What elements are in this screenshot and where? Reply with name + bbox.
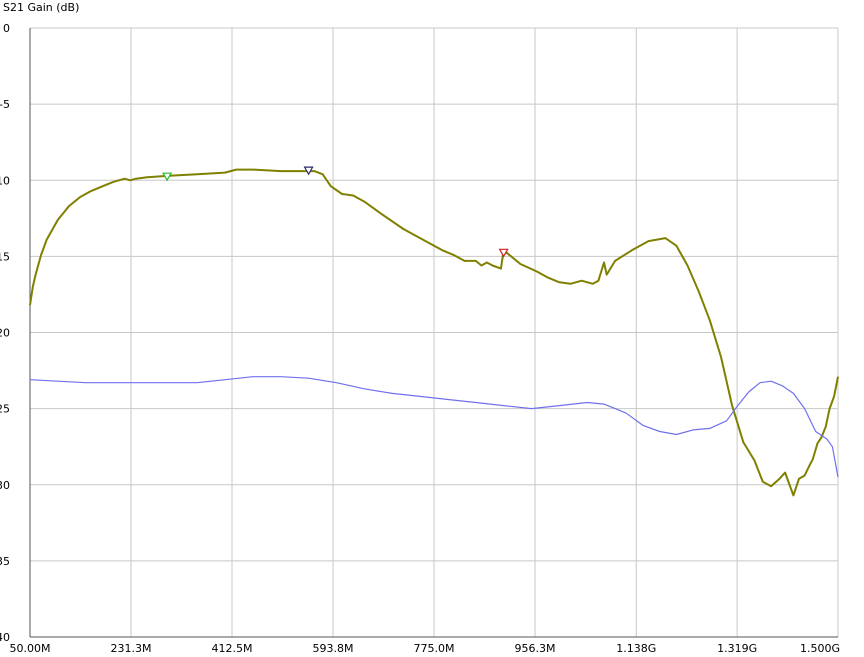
x-tick-label: 956.3M bbox=[515, 642, 556, 655]
y-tick-label: -30 bbox=[0, 479, 10, 492]
y-tick-label: -35 bbox=[0, 555, 10, 568]
y-tick-label: -5 bbox=[0, 98, 10, 111]
y-tick-label: -10 bbox=[0, 174, 10, 187]
y-axis-title: S21 Gain (dB) bbox=[3, 1, 80, 14]
y-tick-label: -20 bbox=[0, 327, 10, 340]
y-tick-label: -40 bbox=[0, 631, 10, 644]
x-tick-label: 50.00M bbox=[10, 642, 51, 655]
x-tick-label: 412.5M bbox=[212, 642, 253, 655]
x-tick-label: 1.500G bbox=[800, 642, 840, 655]
x-tick-label: 593.8M bbox=[313, 642, 354, 655]
x-tick-label: 1.138G bbox=[616, 642, 656, 655]
series-line-2 bbox=[29, 376, 839, 478]
y-tick-label: -25 bbox=[0, 403, 10, 416]
x-tick-label: 775.0M bbox=[414, 642, 455, 655]
y-tick-label: 0 bbox=[3, 22, 10, 35]
y-tick-label: -15 bbox=[0, 250, 10, 263]
marker-triangle bbox=[303, 166, 314, 176]
marker-triangle bbox=[498, 248, 509, 258]
x-tick-label: 1.319G bbox=[717, 642, 757, 655]
x-tick-label: 231.3M bbox=[111, 642, 152, 655]
marker-triangle bbox=[162, 172, 173, 182]
series-line-1 bbox=[29, 168, 839, 497]
